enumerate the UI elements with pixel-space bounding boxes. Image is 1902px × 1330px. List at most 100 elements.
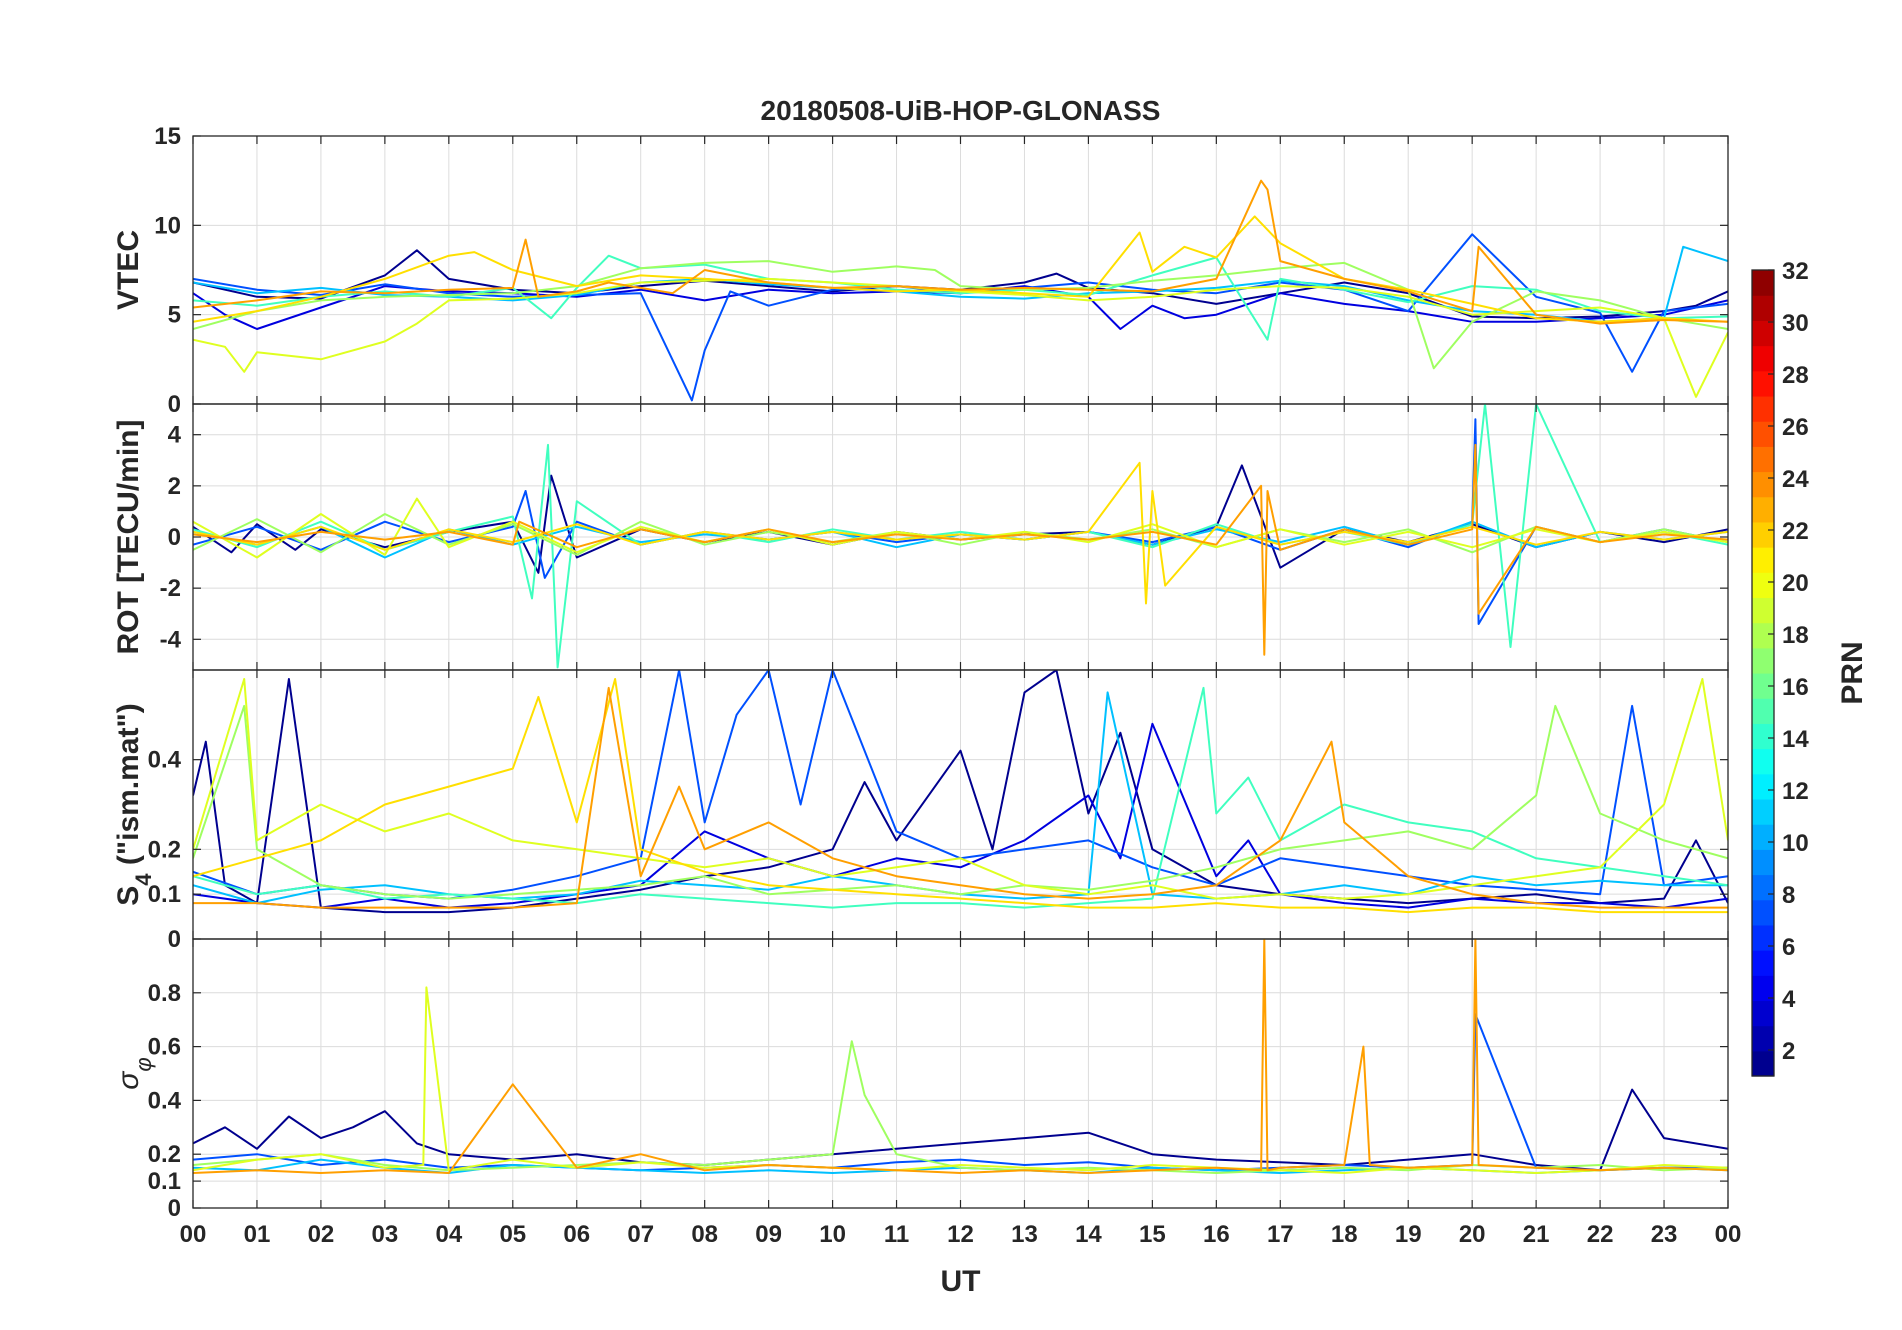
- colorbar-segment: [1752, 673, 1774, 699]
- colorbar-tick-label: 8: [1782, 882, 1795, 909]
- chart-title: 20180508-UiB-HOP-GLONASS: [761, 95, 1161, 126]
- series-line-prn-2: [193, 249, 1728, 320]
- colorbar-segment: [1752, 798, 1774, 825]
- y-tick-label: 0: [168, 391, 181, 418]
- colorbar-segment: [1752, 1050, 1774, 1077]
- x-tick-label: 10: [819, 1221, 846, 1248]
- x-tick-label: 20: [1459, 1221, 1486, 1248]
- colorbar-tick-label: 18: [1782, 622, 1809, 649]
- series-group: [193, 404, 1728, 669]
- colorbar-segment: [1752, 849, 1774, 876]
- x-tick-label: 02: [308, 1221, 335, 1248]
- series-line-prn-2: [193, 1088, 1728, 1172]
- colorbar-segment: [1752, 773, 1774, 800]
- y-tick-label: 10: [154, 212, 181, 239]
- series-line-prn-21: [193, 678, 1728, 914]
- y-tick-label: 4: [168, 422, 182, 449]
- colorbar-segment: [1752, 924, 1774, 951]
- colorbar-segment: [1752, 320, 1774, 347]
- x-tick-label: 23: [1651, 1221, 1678, 1248]
- series-group: [193, 939, 1728, 1174]
- series-group: [193, 670, 1728, 914]
- y-tick-label: 0.4: [148, 1087, 182, 1114]
- colorbar-tick-label: 32: [1782, 258, 1809, 285]
- colorbar-tick-label: 22: [1782, 518, 1809, 545]
- y-tick-label: 15: [154, 123, 181, 150]
- series-line-prn-21: [193, 215, 1728, 323]
- x-tick-label: 03: [372, 1221, 399, 1248]
- colorbar-tick-label: 14: [1782, 726, 1809, 753]
- colorbar-segment: [1752, 748, 1774, 775]
- x-tick-label: 07: [627, 1221, 654, 1248]
- series-line-prn-17: [193, 513, 1728, 556]
- x-tick-label: 16: [1203, 1221, 1230, 1248]
- series-line-prn-2: [193, 670, 1728, 914]
- colorbar-segment: [1752, 597, 1774, 624]
- y-tick-label: 0.4: [148, 747, 182, 774]
- x-tick-label: 00: [1715, 1221, 1742, 1248]
- y-tick-label: -4: [160, 626, 182, 653]
- colorbar-segment: [1752, 950, 1774, 976]
- colorbar-segment: [1752, 975, 1774, 1002]
- y-tick-label: 0.1: [148, 1168, 181, 1195]
- colorbar-frame: [1751, 269, 1775, 1077]
- y-tick-label: 0.2: [148, 836, 181, 863]
- y-axis-label: ROT [TECU/min]: [112, 420, 145, 655]
- colorbar-tick-label: 16: [1782, 674, 1809, 701]
- colorbar-tick-label: 20: [1782, 570, 1809, 597]
- y-axis-label: VTEC: [112, 230, 145, 310]
- colorbar-tick-label: 24: [1782, 466, 1809, 493]
- colorbar-segment: [1752, 295, 1774, 321]
- y-tick-label: 5: [168, 302, 181, 329]
- y-tick-label: 0: [168, 524, 181, 551]
- colorbar-tick-label: 10: [1782, 830, 1809, 857]
- series-line-prn-21: [193, 461, 1728, 605]
- colorbar-segment: [1752, 698, 1774, 724]
- series-line-prn-7: [193, 670, 1728, 900]
- series-line-prn-23: [193, 939, 1728, 1174]
- colorbar-tick-label: 6: [1782, 934, 1795, 961]
- x-tick-label: 18: [1331, 1221, 1358, 1248]
- colorbar-segment: [1752, 824, 1774, 850]
- x-tick-label: 11: [884, 1221, 909, 1248]
- series-group: [193, 179, 1728, 402]
- colorbar-tick-label: 26: [1782, 414, 1809, 441]
- x-tick-label: 05: [499, 1221, 526, 1248]
- colorbar-tick-label: 28: [1782, 362, 1809, 389]
- x-tick-label: 21: [1523, 1221, 1550, 1248]
- colorbar-segment: [1752, 370, 1774, 397]
- colorbar-segment: [1752, 395, 1774, 422]
- series-line-prn-23: [193, 686, 1728, 909]
- x-tick-label: 13: [1011, 1221, 1038, 1248]
- x-axis-label: UT: [941, 1265, 981, 1298]
- y-tick-label: 0.6: [148, 1034, 181, 1061]
- colorbar-segment: [1752, 899, 1774, 926]
- series-line-prn-17: [193, 260, 1728, 370]
- panel-sigma: 00.10.2 0.4 0.6 0.8 σφ: [112, 938, 1729, 1222]
- y-tick-label: 0.2: [148, 1141, 181, 1168]
- colorbar-segment: [1752, 521, 1774, 548]
- y-axis-label: σφ: [112, 1057, 156, 1089]
- series-line-prn-17: [193, 704, 1728, 900]
- y-tick-label: -2: [160, 575, 181, 602]
- series-line-prn-14: [193, 686, 1728, 909]
- y-tick-label: 0.1: [148, 881, 181, 908]
- x-tick-label: 15: [1139, 1221, 1166, 1248]
- colorbar-segment: [1752, 446, 1774, 473]
- colorbar-tick-label: 30: [1782, 310, 1809, 337]
- colorbar-segment: [1752, 471, 1774, 498]
- series-line-prn-11: [193, 245, 1728, 323]
- x-tick-label: 17: [1267, 1221, 1294, 1248]
- colorbar-segment: [1752, 547, 1774, 573]
- colorbar-segment: [1752, 723, 1774, 750]
- x-tick-label: 19: [1395, 1221, 1422, 1248]
- colorbar-segment: [1752, 1000, 1774, 1027]
- panel-s4: 0 0.1 0.2 0.4S4 ("ism.mat"): [112, 669, 1729, 953]
- y-axis-label: S4 ("ism.mat"): [112, 703, 156, 905]
- colorbar-segment: [1752, 647, 1774, 674]
- series-line-prn-19: [193, 678, 1728, 900]
